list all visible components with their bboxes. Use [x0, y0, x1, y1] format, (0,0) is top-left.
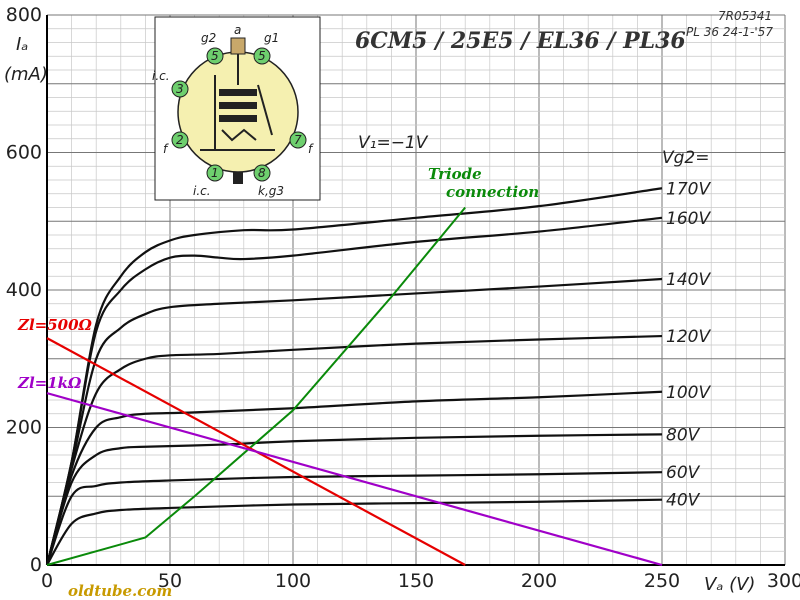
pin-8-num: 8: [258, 166, 266, 180]
pin-4-icon: [206, 47, 224, 65]
x-tick-label: 250: [644, 570, 680, 592]
x-tick-label: 200: [521, 570, 557, 592]
x-tick-label: 0: [41, 570, 53, 592]
curve-label-170v: 170V: [666, 179, 711, 199]
y-axis-unit: (mA): [4, 64, 48, 85]
vg1-label: V₁=−1V: [358, 133, 429, 153]
curve-vg2-40v: [46, 498, 663, 566]
anode-cap-icon: [230, 37, 246, 55]
curve-vg2-120v: [45, 334, 663, 566]
x-tick-label: 150: [398, 570, 434, 592]
watermark: oldtube.com: [68, 582, 172, 600]
y-tick-label: 600: [6, 142, 42, 164]
load-line-label-1k: Zl=1kΩ: [17, 374, 82, 392]
x-tick-label: 300: [767, 570, 800, 592]
triode-connection-line: [46, 206, 466, 566]
vg2-header: Vg2=: [662, 148, 709, 168]
curve-label-60v: 60V: [666, 463, 701, 483]
x-tick-labels: 0 50 100 150 200 250 300: [41, 570, 800, 592]
curve-vg2-100v: [45, 390, 663, 566]
pin-3-num: 3: [176, 82, 184, 96]
y-axis-label: Iₐ: [16, 34, 28, 55]
load-lines: [46, 337, 663, 567]
y-tick-labels: 0 200 400 600 800: [6, 4, 42, 576]
chart-title: 6CM5 / 25E5 / EL36 / PL36: [355, 28, 686, 54]
load-line-1: [46, 392, 663, 567]
pin-8-label: k,g3: [258, 184, 284, 198]
pin-3-label: i.c.: [152, 69, 170, 83]
curve-label-140v: 140V: [666, 270, 711, 290]
pin-5-icon: [253, 47, 271, 65]
pin-7-num: 7: [294, 133, 302, 147]
curve-label-80v: 80V: [666, 425, 701, 445]
reference-code: 7R05341: [718, 9, 772, 23]
curve-vg2-60v: [45, 471, 663, 566]
pin-1-label: i.c.: [193, 184, 211, 198]
reference-date: PL 36 24-1-'57: [686, 25, 773, 39]
load-line-label-500: Zl=500Ω: [17, 316, 93, 334]
y-tick-label: 400: [6, 279, 42, 301]
pin-7-label: f: [308, 142, 314, 156]
curve-vg2-80v: [45, 433, 663, 566]
base-key-icon: [233, 172, 243, 184]
pin-2-label: f: [163, 142, 169, 156]
triode-connection: [46, 206, 466, 566]
pin-7-icon: [289, 131, 307, 149]
curve-label-120v: 120V: [666, 327, 711, 347]
pin-1-num: 1: [211, 166, 219, 180]
y-tick-label: 800: [6, 4, 42, 26]
pin-4-num: 5: [211, 49, 219, 63]
triode-label-line1: Triode: [428, 165, 482, 183]
pin-5-num: 5: [258, 49, 266, 63]
y-tick-label: 0: [30, 554, 42, 576]
pin-4-label: g2: [201, 31, 216, 45]
curve-label-40v: 40V: [666, 491, 701, 511]
x-axis-label: Vₐ (V): [704, 574, 755, 595]
curve-labels: 170V 160V 140V 120V 100V 80V 60V 40V: [666, 179, 711, 510]
curve-label-100v: 100V: [666, 383, 711, 403]
pin-3-icon: [171, 80, 189, 98]
tube-pinout-inset: a 5 g2 5 g1 3 i.c. 2 f 7 f 1 i.c. 8: [152, 16, 321, 201]
pin-2-num: 2: [176, 133, 184, 147]
curve-label-160v: 160V: [666, 209, 711, 229]
x-tick-label: 100: [275, 570, 311, 592]
pin-2-icon: [171, 131, 189, 149]
y-tick-label: 200: [6, 417, 42, 439]
anode-cap-label: a: [234, 23, 241, 37]
electrode-structure-icon: [200, 54, 275, 151]
pin-8-icon: [253, 164, 271, 182]
pin-5-label: g1: [264, 31, 279, 45]
x-tick-label: 50: [158, 570, 182, 592]
curve-vg2-140v: [45, 277, 663, 566]
curve-vg2-160v: [45, 216, 663, 566]
pin-1-icon: [206, 164, 224, 182]
anode-curves: [45, 187, 663, 566]
triode-label-line2: connection: [446, 183, 539, 201]
